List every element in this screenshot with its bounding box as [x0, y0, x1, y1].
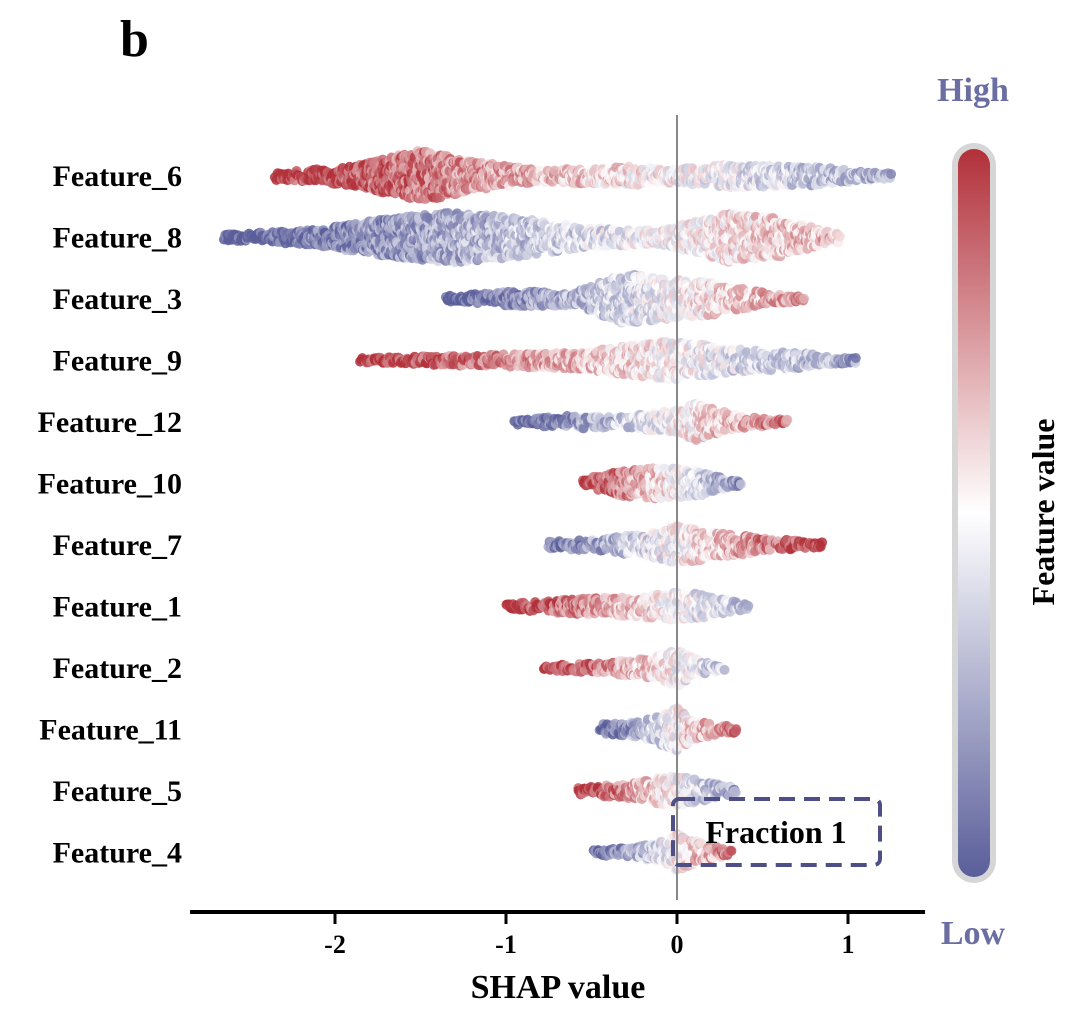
feature-row-dots	[269, 146, 897, 204]
feature-row-dots	[219, 208, 845, 268]
feature-row-dots	[440, 270, 809, 328]
feature-row-dots	[355, 337, 861, 385]
shap-point	[834, 231, 845, 242]
panel-label: b	[120, 11, 149, 68]
shap-point	[886, 169, 897, 179]
shap-point	[799, 293, 809, 304]
dots-layer	[219, 146, 897, 875]
